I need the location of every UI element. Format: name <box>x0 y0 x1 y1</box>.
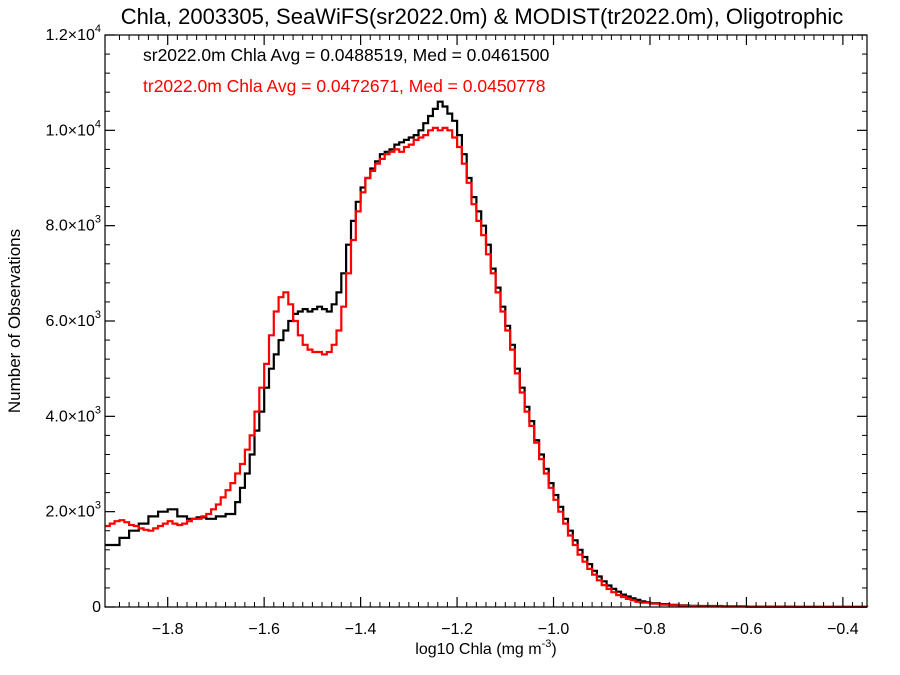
x-tick-label: −1.2 <box>441 621 473 638</box>
y-tick-label: 6.0×103 <box>45 309 101 330</box>
plot-frame <box>104 34 868 608</box>
series-line-0 <box>105 100 869 608</box>
x-axis-label-tail: ) <box>551 641 556 658</box>
x-tick-label: −1.0 <box>538 621 570 638</box>
x-axis-ticks: −1.8 −1.6 −1.4 −1.2 −1.0 −0.8 −0.6 −0.4 <box>118 35 863 638</box>
x-tick-label: −0.8 <box>634 621 666 638</box>
x-tick-label: −1.4 <box>345 621 377 638</box>
series-layer <box>105 100 869 608</box>
y-tick-label: 0 <box>92 599 101 616</box>
x-tick-label: −0.4 <box>827 621 859 638</box>
y-tick-label: 1.2×104 <box>45 23 101 44</box>
y-tick-label: 4.0×103 <box>45 404 101 425</box>
annotation-sr-stats: sr2022.0m Chla Avg = 0.0488519, Med = 0.… <box>143 45 550 65</box>
x-tick-label: −0.6 <box>731 621 763 638</box>
y-tick-label: 8.0×103 <box>45 214 101 235</box>
annotation-tr-stats: tr2022.0m Chla Avg = 0.0472671, Med = 0.… <box>143 76 545 96</box>
y-axis-ticks: 0 2.0×103 4.0×103 6.0×103 8.0×103 1.0×104 1.2×… <box>45 23 867 616</box>
y-tick-label: 1.0×104 <box>45 118 101 139</box>
y-tick-label: 2.0×103 <box>45 500 101 521</box>
y-axis-label: Number of Observations <box>5 229 24 413</box>
chart-title: Chla, 2003305, SeaWiFS(sr2022.0m) & MODI… <box>121 4 844 29</box>
x-tick-label: −1.8 <box>152 621 184 638</box>
series-line-1 <box>105 126 869 608</box>
x-axis-label: log10 Chla (mg m-3) <box>415 638 556 658</box>
x-tick-label: −1.6 <box>248 621 280 638</box>
x-axis-label-exponent: -3 <box>542 638 552 650</box>
x-axis-label-main: log10 Chla (mg m <box>415 641 541 658</box>
